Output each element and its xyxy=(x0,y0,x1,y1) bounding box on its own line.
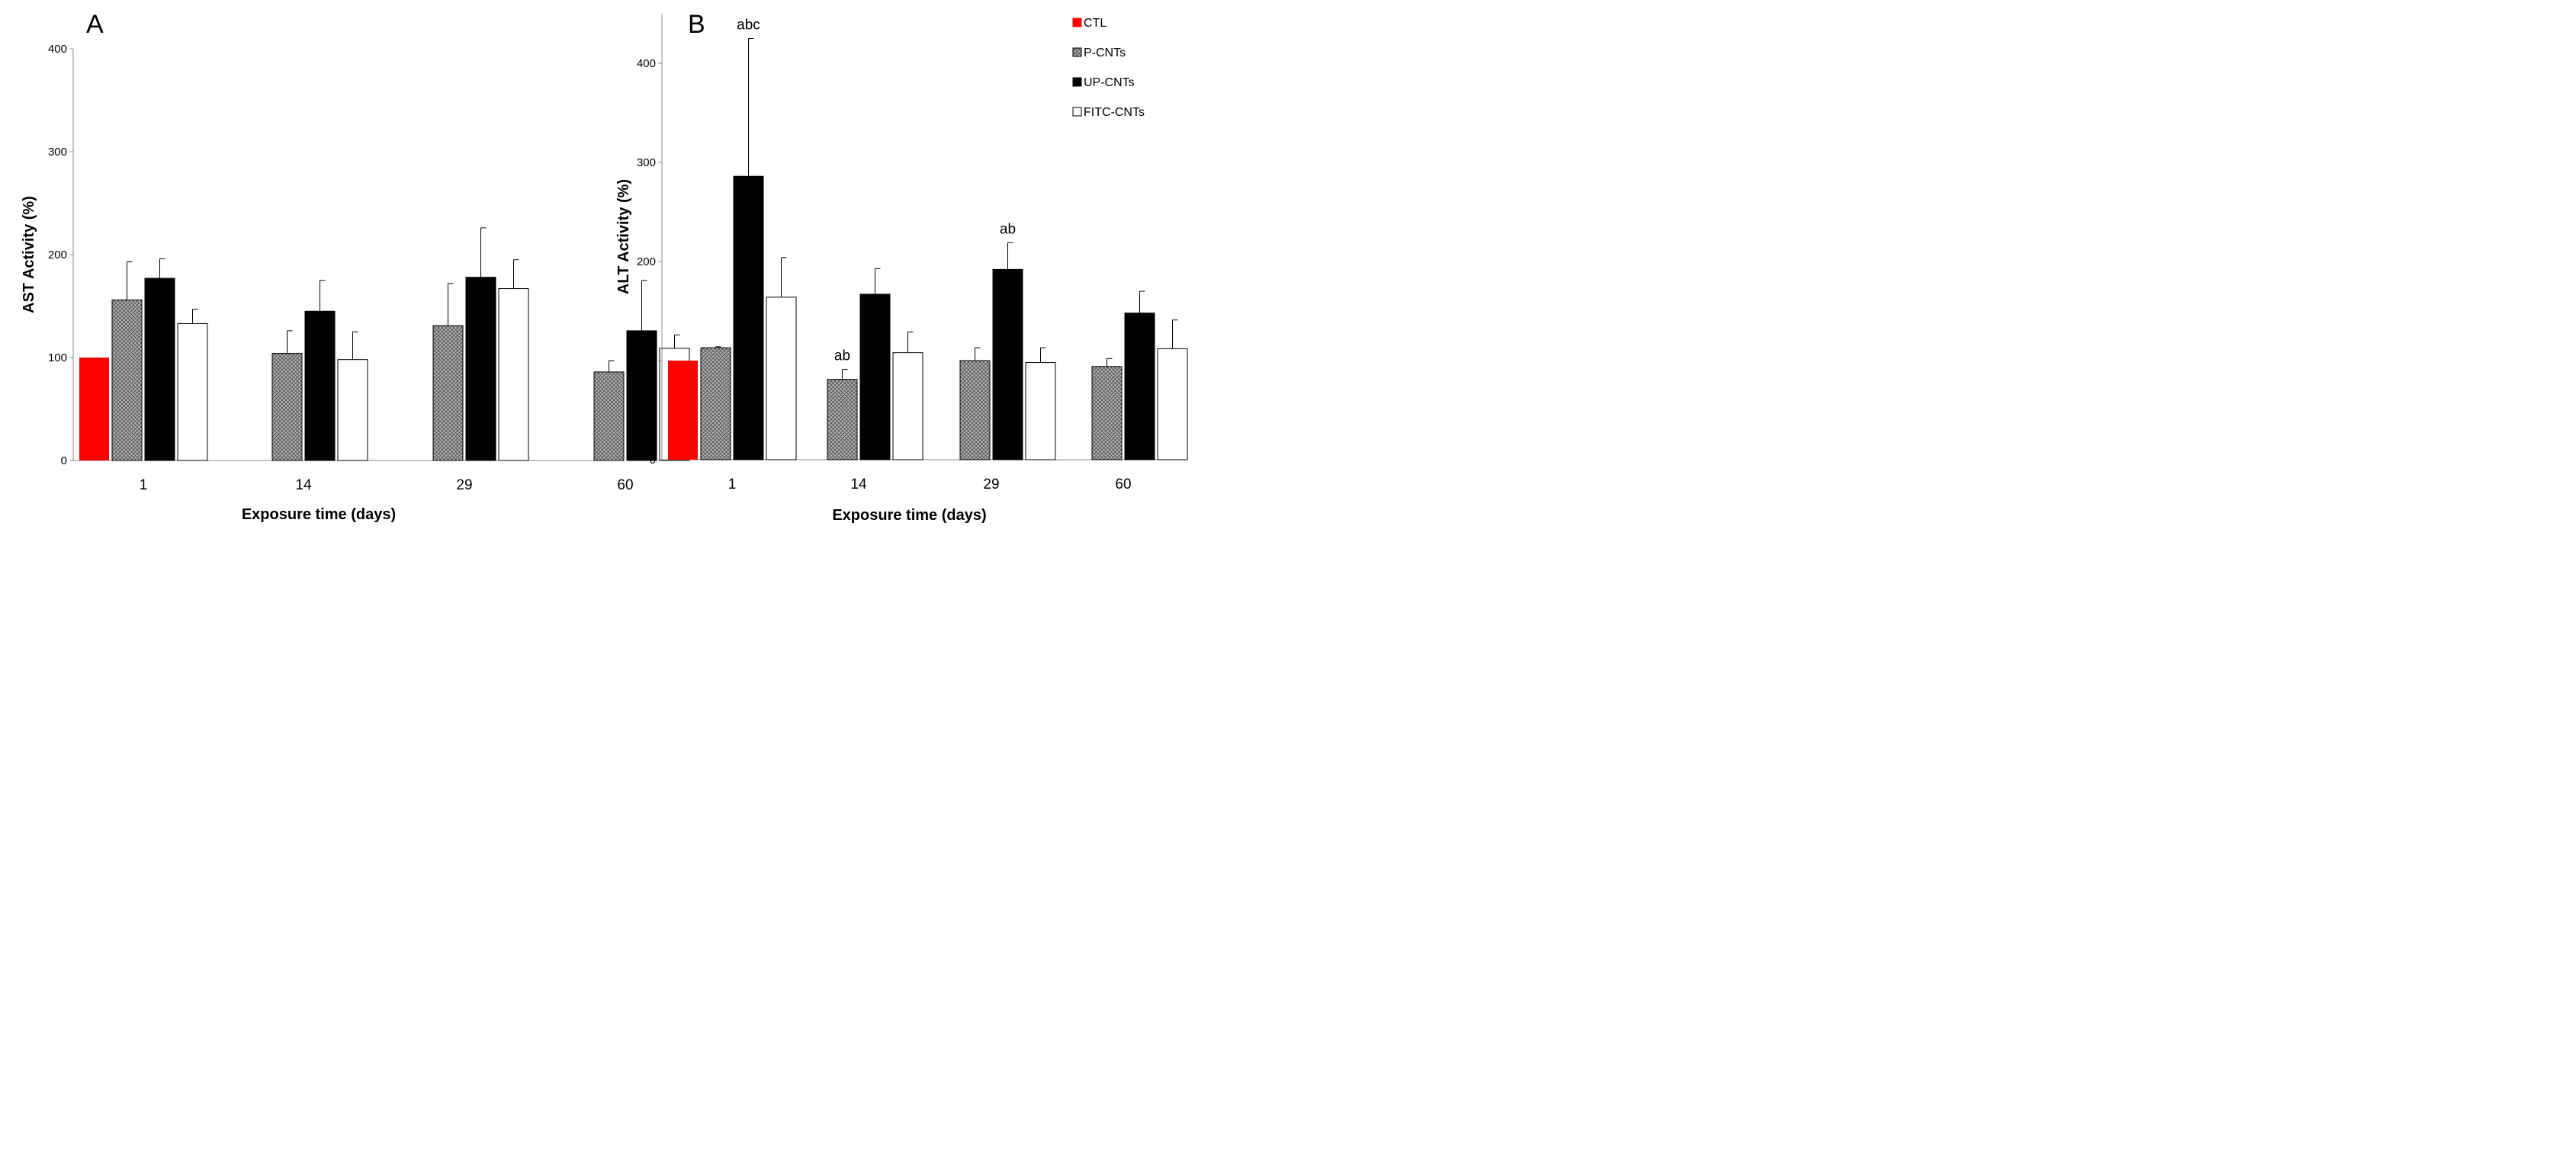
panel-b-xtick-label-14: 14 xyxy=(850,476,867,492)
panel-b-xtick-label-60: 60 xyxy=(1115,476,1131,492)
panel-b-ytick-label-100: 100 xyxy=(637,355,656,367)
legend-label-ctl: CTL xyxy=(1084,17,1107,30)
panel-b-bar-p-cnts-day-29 xyxy=(959,360,991,460)
panel-b-bar-fitc-cnts-day-60 xyxy=(1157,348,1188,460)
legend: CTL P-CNTs UP-CNTs FITC-CNTs xyxy=(1072,17,1145,119)
panel-b-xtick-label-1: 1 xyxy=(728,476,737,492)
panel-a-ytick-label-100: 100 xyxy=(48,351,67,364)
panel-b-annotation-2: ab xyxy=(1000,221,1016,237)
panel-a-bar-up-cnts-day-1 xyxy=(144,278,175,461)
panel-a-bar-p-cnts-day-1 xyxy=(111,299,143,461)
panel-a-y-axis-title: AST Activity (%) xyxy=(21,196,37,313)
panel-a-letter: A xyxy=(86,10,104,39)
panel-b-bar-p-cnts-day-60 xyxy=(1091,366,1123,460)
panel-a-bar-fitc-cnts-day-1 xyxy=(177,322,208,461)
panel-a-bar-p-cnts-day-60 xyxy=(593,371,625,461)
panel-b-x-axis-title: Exposure time (days) xyxy=(832,507,986,524)
panel-b-letter: B xyxy=(688,10,705,39)
panel-b-chart: B 0 100 200 300 400 1 14 29 60 abc ab ab ALT Activity… xyxy=(615,10,1188,524)
legend-label-up-cnts: UP-CNTs xyxy=(1084,76,1135,89)
panel-a-bar-p-cnts-day-29 xyxy=(432,325,464,461)
panel-b-bar-up-cnts-day-1 xyxy=(733,175,764,460)
panel-a-bar-fitc-cnts-day-14 xyxy=(337,359,368,461)
legend-swatch-up-cnts xyxy=(1072,77,1082,87)
panel-a-bar-fitc-cnts-day-29 xyxy=(498,288,529,461)
panel-b-y-axis-title: ALT Activity (%) xyxy=(615,179,632,294)
panel-b-bar-ctl-day-1 xyxy=(668,361,698,460)
panel-b-ytick-label-300: 300 xyxy=(637,156,656,169)
panel-b-annotation-0: abc xyxy=(737,18,760,34)
legend-label-p-cnts: P-CNTs xyxy=(1084,47,1126,59)
panel-b-ytick-label-400: 400 xyxy=(637,57,656,70)
panel-a-xtick-label-14: 14 xyxy=(295,477,312,493)
panel-b-bar-fitc-cnts-day-29 xyxy=(1025,362,1056,460)
panel-a-chart: A 0 100 200 300 400 1 14 29 60 AST Activity (%) Exp… xyxy=(21,10,690,523)
panel-a-bar-up-cnts-day-14 xyxy=(304,310,336,461)
panel-b-annotation-1: ab xyxy=(834,348,850,364)
panel-a-xtick-label-60: 60 xyxy=(617,477,633,493)
panel-b-xtick-label-29: 29 xyxy=(983,476,999,492)
panel-b-bar-up-cnts-day-29 xyxy=(992,268,1023,460)
legend-label-fitc-cnts: FITC-CNTs xyxy=(1084,106,1145,119)
figure: A 0 100 200 300 400 1 14 29 60 AST Activity (%) Exp… xyxy=(21,10,1188,524)
panel-b-bar-up-cnts-day-14 xyxy=(859,294,891,460)
panel-a-ytick-label-200: 200 xyxy=(48,249,67,261)
legend-swatch-ctl xyxy=(1072,18,1082,27)
panel-a-x-axis-title: Exposure time (days) xyxy=(242,506,396,523)
panel-a-bar-ctl-day-1 xyxy=(79,358,109,460)
panel-a-ytick-label-0: 0 xyxy=(61,454,67,467)
panel-a-xtick-label-29: 29 xyxy=(456,477,472,493)
panel-b-bar-p-cnts-day-1 xyxy=(700,347,731,460)
panel-a-ytick-label-300: 300 xyxy=(48,146,67,159)
panel-a-bar-up-cnts-day-60 xyxy=(626,330,657,461)
panel-b-ytick-label-200: 200 xyxy=(637,255,656,268)
panel-b-bar-fitc-cnts-day-14 xyxy=(892,352,923,460)
panel-a-bar-up-cnts-day-29 xyxy=(465,277,496,461)
legend-swatch-fitc-cnts xyxy=(1072,107,1082,117)
panel-b-bar-p-cnts-day-14 xyxy=(827,379,858,460)
panel-a-ytick-label-400: 400 xyxy=(48,43,67,56)
legend-swatch-p-cnts xyxy=(1072,47,1082,57)
panel-a-xtick-label-1: 1 xyxy=(140,477,148,493)
panel-b-bar-fitc-cnts-day-1 xyxy=(766,297,797,460)
panel-a-bar-p-cnts-day-14 xyxy=(271,353,303,461)
panel-b-ytick-label-0: 0 xyxy=(650,454,656,467)
panel-b-bar-up-cnts-day-60 xyxy=(1124,313,1155,460)
